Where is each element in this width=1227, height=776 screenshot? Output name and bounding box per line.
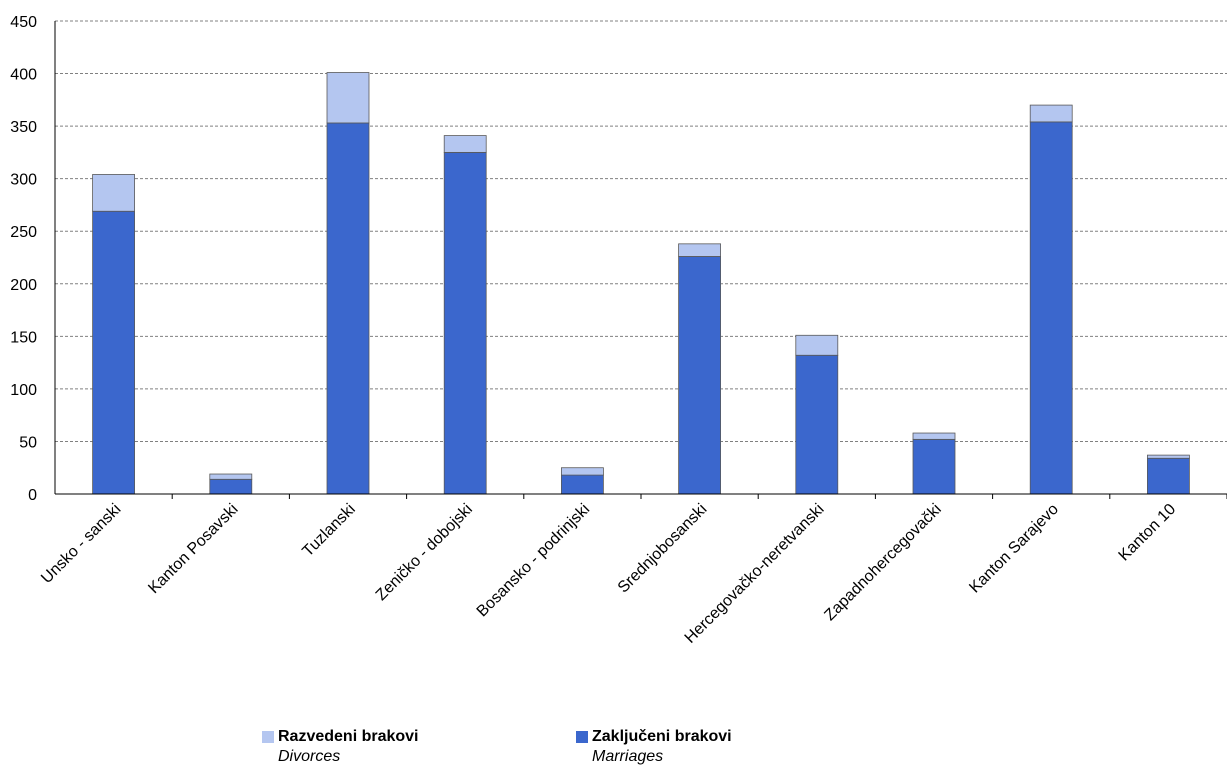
bar-segment: [1147, 454, 1190, 459]
gridlines: [55, 20, 1227, 442]
bar-segment: [678, 243, 721, 257]
x-tick-label: Bosansko - podrinjski: [474, 501, 594, 621]
bar-segment: [912, 438, 956, 495]
marriages-sublabel: Marriages: [592, 748, 664, 765]
bar-segment: [561, 467, 604, 476]
bar-segment: [209, 478, 253, 495]
divorces-label: Razvedeni brakovi: [278, 728, 419, 745]
bar-chart: 0 50 100 150 200 250 300 350 400 450 Unsko - sansk…: [10, 14, 1227, 647]
bar-segment: [443, 135, 487, 153]
x-tick-label: Kanton Sarajevo: [966, 501, 1062, 597]
bar-segment: [326, 72, 370, 124]
bar-segment: [209, 473, 253, 480]
y-tick-label: 350: [10, 119, 37, 136]
y-tick-label: 300: [10, 172, 37, 189]
bar-segment: [326, 122, 370, 495]
x-tick-label: Kanton Posavski: [145, 501, 241, 597]
x-tick-label: Tuzlanski: [299, 501, 358, 560]
y-tick-label: 200: [10, 277, 37, 294]
bar-segment: [1029, 121, 1073, 495]
bar-segment: [1147, 457, 1190, 495]
x-tick-label: Srednjobosanski: [615, 501, 711, 597]
bar-segment: [912, 432, 956, 440]
bar-segment: [443, 151, 487, 495]
bar-segment: [561, 474, 604, 495]
bar-segment: [795, 334, 839, 356]
divorces-sublabel: Divorces: [278, 748, 341, 765]
x-tick-label: Zapadnohercegovački: [821, 501, 944, 624]
x-tick-label: Zeničko - dobojski: [373, 501, 476, 604]
y-tick-label: 0: [28, 487, 37, 504]
y-tick-label: 100: [10, 382, 37, 399]
bars: [92, 72, 1190, 495]
marriages-swatch: [576, 731, 588, 743]
marriages-label: Zaključeni brakovi: [592, 728, 732, 745]
y-tick-label: 450: [10, 14, 37, 31]
y-tick-label: 50: [19, 434, 37, 451]
x-tick-label: Unsko - sanski: [38, 501, 124, 587]
y-tick-label: 250: [10, 224, 37, 241]
bar-segment: [1029, 104, 1073, 123]
x-tick-label: Kanton 10: [1116, 501, 1180, 565]
x-tick-label: Hercegovačko-neretvanski: [682, 501, 828, 647]
divorces-swatch: [262, 731, 274, 743]
legend-marriages: Zaključeni brakovi Marriages: [576, 728, 732, 766]
bar-segment: [795, 354, 839, 495]
legend-divorces: Razvedeni brakovi Divorces: [262, 728, 419, 766]
bar-segment: [92, 210, 135, 495]
bar-segment: [678, 256, 721, 495]
y-tick-label: 150: [10, 329, 37, 346]
y-tick-label: 400: [10, 67, 37, 84]
bar-segment: [92, 174, 135, 212]
